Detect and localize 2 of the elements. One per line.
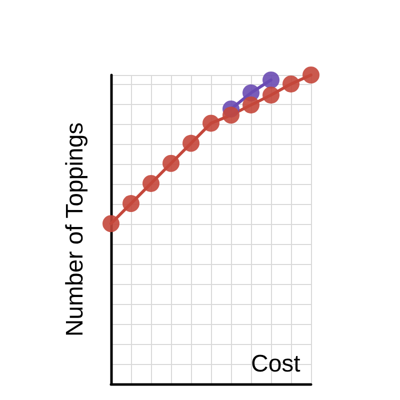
x-axis-title: Cost	[251, 350, 301, 378]
y-axis-title: Number of Toppings	[62, 122, 88, 337]
